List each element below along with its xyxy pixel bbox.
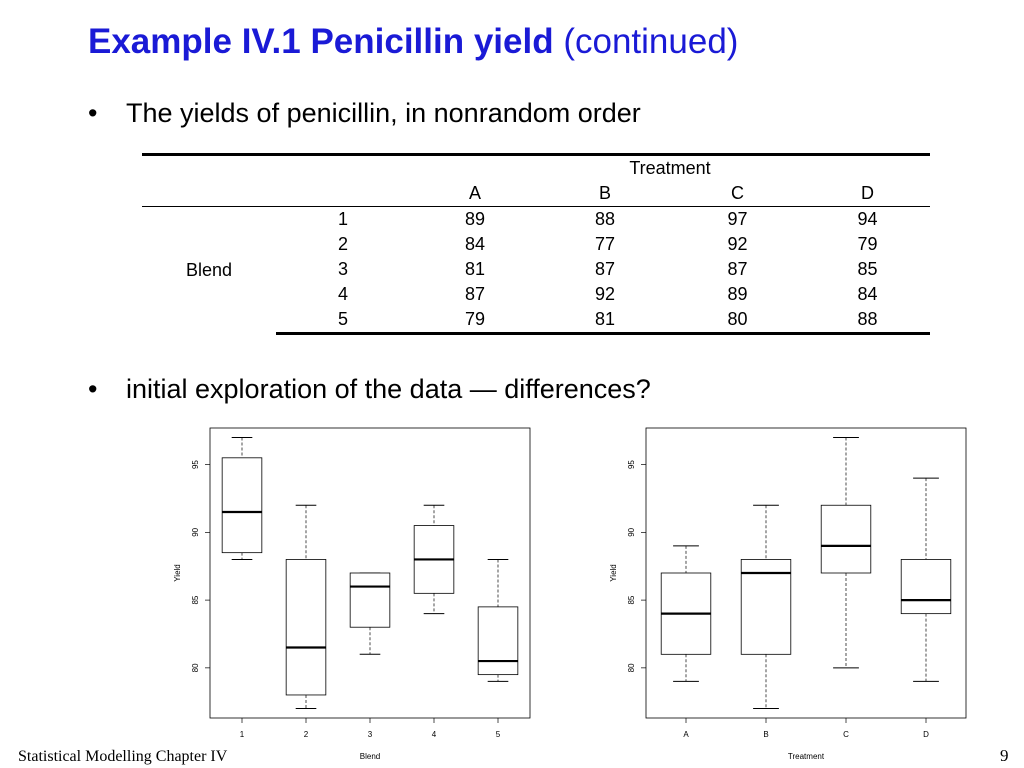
treatment-label: A: [410, 181, 540, 207]
box-iqr: [820, 504, 872, 574]
box-5: [477, 558, 519, 682]
table-cell: 79: [857, 234, 878, 254]
table-cell: 77: [594, 234, 616, 254]
x-tick-label: 1: [240, 730, 245, 739]
box-1: [221, 436, 263, 560]
y-tick-label: 95: [627, 460, 636, 469]
x-tick-label: D: [923, 730, 929, 739]
table-cell: 92: [594, 284, 616, 304]
x-axis-label: Treatment: [788, 752, 825, 761]
y-axis-label: Yield: [173, 564, 182, 582]
blend-number: 2: [337, 234, 348, 254]
box-iqr: [477, 606, 519, 676]
table-cell: 80: [670, 307, 805, 335]
table-cell: 79: [410, 307, 540, 335]
table-row: 2 84 77 92 79: [142, 232, 930, 257]
table-cell: 87: [594, 259, 616, 279]
table-cell: 84: [464, 234, 486, 254]
x-tick-label: 2: [304, 730, 309, 739]
box-A: [660, 545, 712, 682]
y-tick-label: 80: [191, 663, 200, 672]
slide-title: Example IV.1 Penicillin yield (continued…: [88, 22, 738, 62]
table-cell: 81: [464, 259, 486, 279]
box-B: [740, 504, 792, 710]
x-tick-label: B: [763, 730, 768, 739]
table-cell: 85: [857, 259, 878, 279]
table-row: Blend 1 89 88 97 94: [142, 207, 930, 280]
x-axis-label: Blend: [360, 752, 380, 761]
x-tick-label: 5: [496, 730, 501, 739]
title-main: Example IV.1 Penicillin yield: [88, 22, 554, 61]
bullet-yields-text: The yields of penicillin, in nonrandom o…: [126, 98, 641, 128]
box-D: [900, 477, 952, 682]
y-tick-label: 90: [191, 527, 200, 536]
blend-number: 4: [337, 284, 348, 304]
table-cell: 87: [464, 284, 486, 304]
table-cell: 81: [540, 307, 670, 335]
box-4: [413, 504, 455, 615]
table-cell: 88: [594, 209, 616, 229]
blend-number: 3: [337, 259, 348, 279]
footer-course: Statistical Modelling Chapter IV: [18, 748, 228, 765]
boxplot-by-blend: 1 2 3 4 5 80 85 90 95 Blend Yield: [173, 427, 531, 761]
plot-frame: [645, 427, 967, 719]
table-cell: 87: [727, 259, 748, 279]
y-tick-label: 90: [627, 527, 636, 536]
bullet-yields: • The yields of penicillin, in nonrandom …: [88, 98, 641, 129]
table-row: 5 79 81 80 88: [142, 307, 930, 335]
table-cell: 92: [727, 234, 748, 254]
blend-label: Blend: [185, 259, 233, 280]
bullet-exploration-text: initial exploration of the data — differ…: [126, 374, 651, 404]
y-tick-label: 80: [627, 663, 636, 672]
table-cell: 84: [857, 284, 878, 304]
box-iqr: [900, 559, 952, 615]
bullet-exploration: • initial exploration of the data — diffe…: [88, 374, 651, 405]
blend-number: 1: [337, 209, 348, 229]
table-cell: 94: [857, 209, 878, 229]
table-treatment-row: A B C D: [142, 181, 930, 207]
table-row: 3 81 87 87 85: [142, 257, 930, 282]
table-header-row: Treatment: [142, 153, 930, 181]
box-2: [285, 504, 327, 710]
table-cell: 97: [727, 209, 748, 229]
treatment-header: Treatment: [410, 153, 930, 181]
yield-table: Treatment A B C D Blend 1 89 88 97 94 2 …: [142, 153, 930, 335]
box-iqr: [740, 559, 792, 655]
x-tick-label: 3: [368, 730, 373, 739]
treatment-label: D: [805, 181, 930, 207]
box-3: [349, 572, 391, 655]
blend-number: 5: [276, 307, 410, 335]
x-tick-label: 4: [432, 730, 437, 739]
page-number: 9: [1000, 746, 1009, 765]
box-iqr: [349, 572, 391, 628]
title-continued: (continued): [563, 22, 739, 61]
table-cell: 89: [727, 284, 748, 304]
y-tick-label: 85: [191, 595, 200, 604]
bullet-dot: •: [88, 98, 98, 128]
box-iqr: [285, 559, 327, 696]
boxplot-by-treatment: A B C D 80 85 90 95 Treatment Yield: [609, 427, 967, 761]
bullet-dot: •: [88, 374, 98, 404]
y-axis-label: Yield: [609, 564, 618, 582]
table-cell: 88: [805, 307, 930, 335]
box-iqr: [221, 457, 263, 554]
x-tick-label: A: [683, 730, 689, 739]
y-tick-label: 85: [627, 595, 636, 604]
treatment-label: B: [540, 181, 670, 207]
box-C: [820, 436, 872, 669]
x-tick-label: C: [843, 730, 849, 739]
y-tick-label: 95: [191, 460, 200, 469]
table-cell: 89: [464, 209, 486, 229]
treatment-label: C: [670, 181, 805, 207]
table-row: 4 87 92 89 84: [142, 282, 930, 307]
